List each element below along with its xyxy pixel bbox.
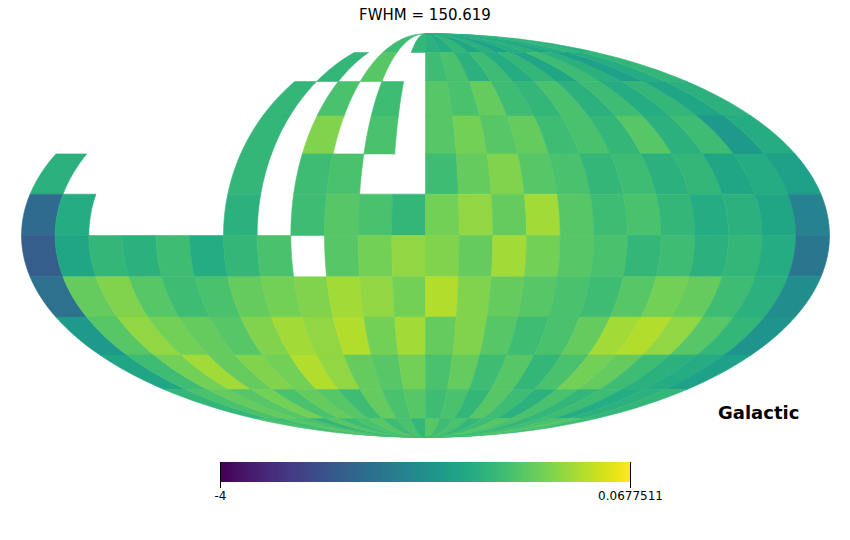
- html-text:FWHM = 150.619: FWHM = 150.619: [359, 6, 491, 24]
- svg-text:-4: -4: [215, 489, 227, 503]
- svg-text:0.0677511: 0.0677511: [598, 489, 663, 503]
- html-text:Galactic: Galactic: [718, 402, 800, 423]
